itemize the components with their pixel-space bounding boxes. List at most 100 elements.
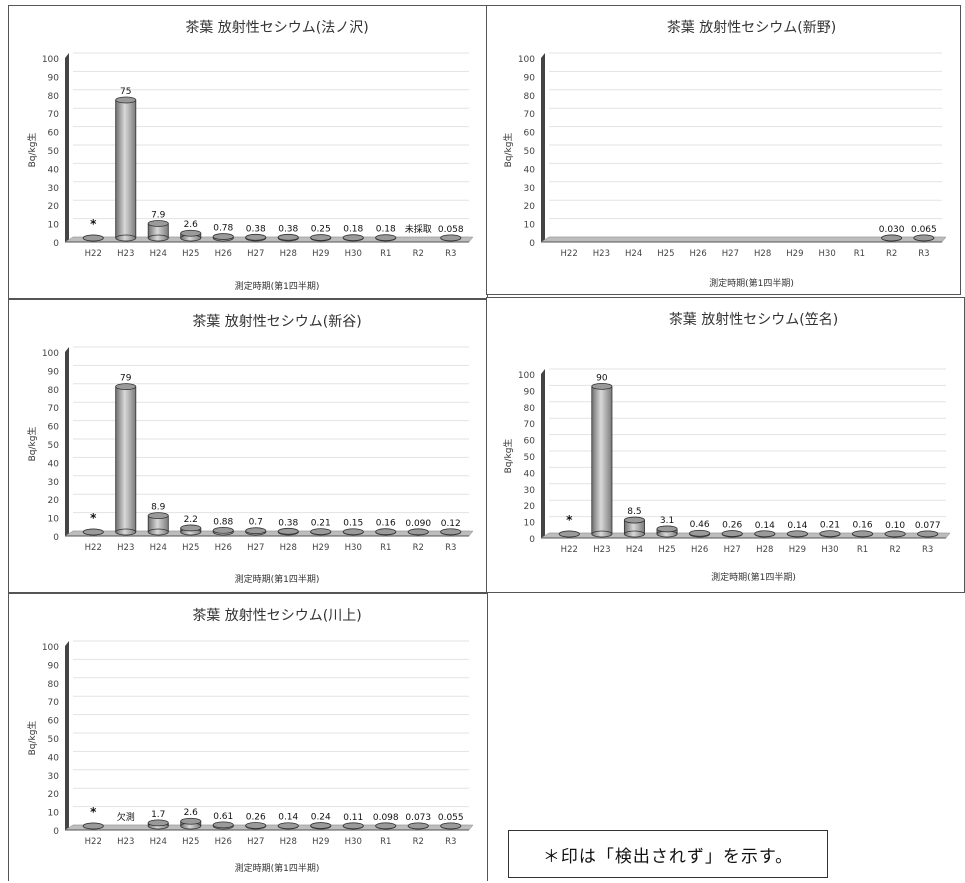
bar xyxy=(180,229,202,242)
chart-panel-hounosawa: 茶葉 放射性セシウム(法ノ沢) 0 10 20 30 40 50 60 70 80 90 100 Bq/… xyxy=(8,5,488,299)
bar xyxy=(591,383,613,538)
x-tick-label: H23 xyxy=(117,837,134,847)
data-label: 0.11 xyxy=(343,813,363,823)
data-label: 1.7 xyxy=(151,810,165,820)
y-tick-label: 0 xyxy=(53,827,59,837)
y-tick-label: 0 xyxy=(53,533,59,543)
x-tick-label: H22 xyxy=(561,249,578,259)
plot-area xyxy=(65,640,469,830)
data-label: 0.78 xyxy=(213,224,233,234)
data-label: 0.14 xyxy=(278,813,298,823)
x-tick-label: R1 xyxy=(380,543,391,553)
x-tick-label: H23 xyxy=(117,249,134,259)
y-tick-label: 90 xyxy=(48,661,60,671)
y-tick-label: 30 xyxy=(48,184,60,194)
data-label: 90 xyxy=(596,373,608,383)
x-axis-label: 測定時期(第1四半期) xyxy=(235,862,320,874)
data-label: 3.1 xyxy=(660,516,674,526)
plot-area xyxy=(541,52,942,242)
data-label: 0.15 xyxy=(343,519,363,529)
x-tick-label: R2 xyxy=(413,543,424,553)
bar xyxy=(440,528,462,536)
data-label: 0.26 xyxy=(722,521,742,531)
x-tick-label: H30 xyxy=(819,249,836,259)
note-box: ＊印は「検出されず」を示す。 xyxy=(508,830,828,878)
data-label: 0.16 xyxy=(853,521,873,531)
x-tick-label: H28 xyxy=(756,545,773,555)
y-tick-label: 70 xyxy=(48,404,60,414)
data-label: 0.16 xyxy=(376,519,396,529)
y-tick-label: 40 xyxy=(524,469,536,479)
data-label: 2.2 xyxy=(184,515,198,525)
x-tick-label: R3 xyxy=(445,249,456,259)
x-tick-label: R1 xyxy=(857,545,868,555)
data-label: 0.10 xyxy=(885,521,905,531)
bar xyxy=(277,233,299,242)
bar xyxy=(375,822,397,830)
y-tick-label: 30 xyxy=(524,184,536,194)
y-tick-label: 50 xyxy=(48,735,60,745)
data-label: 0.18 xyxy=(376,225,396,235)
x-tick-label: H29 xyxy=(312,837,329,847)
x-tick-label: H29 xyxy=(786,249,803,259)
data-label: 0.055 xyxy=(438,813,464,823)
bar xyxy=(212,526,234,536)
x-tick-label: H28 xyxy=(280,837,297,847)
y-tick-label: 60 xyxy=(524,129,536,139)
bar xyxy=(881,234,903,242)
bar xyxy=(913,234,935,242)
x-tick-label: R3 xyxy=(445,837,456,847)
y-axis-label: Bq/kg生 xyxy=(502,439,514,474)
x-tick-label: H24 xyxy=(150,543,167,553)
y-tick-label: 30 xyxy=(524,486,536,496)
bar xyxy=(82,822,104,830)
y-tick-label: 40 xyxy=(48,165,60,175)
x-axis-label: 測定時期(第1四半期) xyxy=(711,571,796,583)
x-tick-label: H28 xyxy=(280,543,297,553)
bar xyxy=(212,233,234,242)
bar xyxy=(180,524,202,536)
bar xyxy=(147,512,169,536)
x-tick-label: H30 xyxy=(345,543,362,553)
x-tick-label: R3 xyxy=(922,545,933,555)
x-tick-label: H25 xyxy=(182,837,199,847)
x-tick-label: H30 xyxy=(345,837,362,847)
chart-kasana: 茶葉 放射性セシウム(笠名) 0 10 20 30 40 50 60 70 80 90 100 Bq/k… xyxy=(502,312,951,583)
data-label: 0.46 xyxy=(690,520,710,530)
data-label: * xyxy=(90,217,97,231)
y-axis-wall xyxy=(65,641,69,830)
x-tick-label: H25 xyxy=(658,545,675,555)
y-tick-label: 0 xyxy=(529,535,535,545)
y-tick-label: 100 xyxy=(518,55,535,65)
x-tick-label: H22 xyxy=(85,837,102,847)
data-label: 75 xyxy=(120,87,131,97)
data-label: 0.21 xyxy=(311,519,331,529)
x-tick-label: H29 xyxy=(789,545,806,555)
bar xyxy=(440,234,462,242)
bar xyxy=(277,822,299,830)
data-label: 0.24 xyxy=(311,813,331,823)
x-tick-label: H26 xyxy=(215,543,232,553)
y-tick-label: 50 xyxy=(524,453,536,463)
x-tick-label: R2 xyxy=(413,249,424,259)
x-tick-label: H24 xyxy=(150,249,167,259)
bar xyxy=(342,822,364,830)
y-tick-label: 70 xyxy=(48,698,60,708)
data-label: 0.065 xyxy=(911,225,937,235)
y-tick-label: 80 xyxy=(48,386,60,396)
bar xyxy=(180,817,202,830)
data-label: 0.38 xyxy=(278,518,298,528)
y-axis-wall xyxy=(541,369,545,538)
y-tick-label: 20 xyxy=(48,790,60,800)
x-tick-label: H27 xyxy=(247,249,264,259)
y-tick-label: 20 xyxy=(524,202,536,212)
data-label: 2.6 xyxy=(184,220,199,230)
y-tick-label: 70 xyxy=(524,420,536,430)
data-label: 2.6 xyxy=(184,808,199,818)
x-tick-label: H28 xyxy=(754,249,771,259)
data-label: 0.88 xyxy=(213,517,233,527)
x-tick-label: H29 xyxy=(312,249,329,259)
y-axis-label: Bq/kg生 xyxy=(26,133,38,168)
y-tick-label: 60 xyxy=(524,437,536,447)
x-tick-label: H26 xyxy=(215,837,232,847)
